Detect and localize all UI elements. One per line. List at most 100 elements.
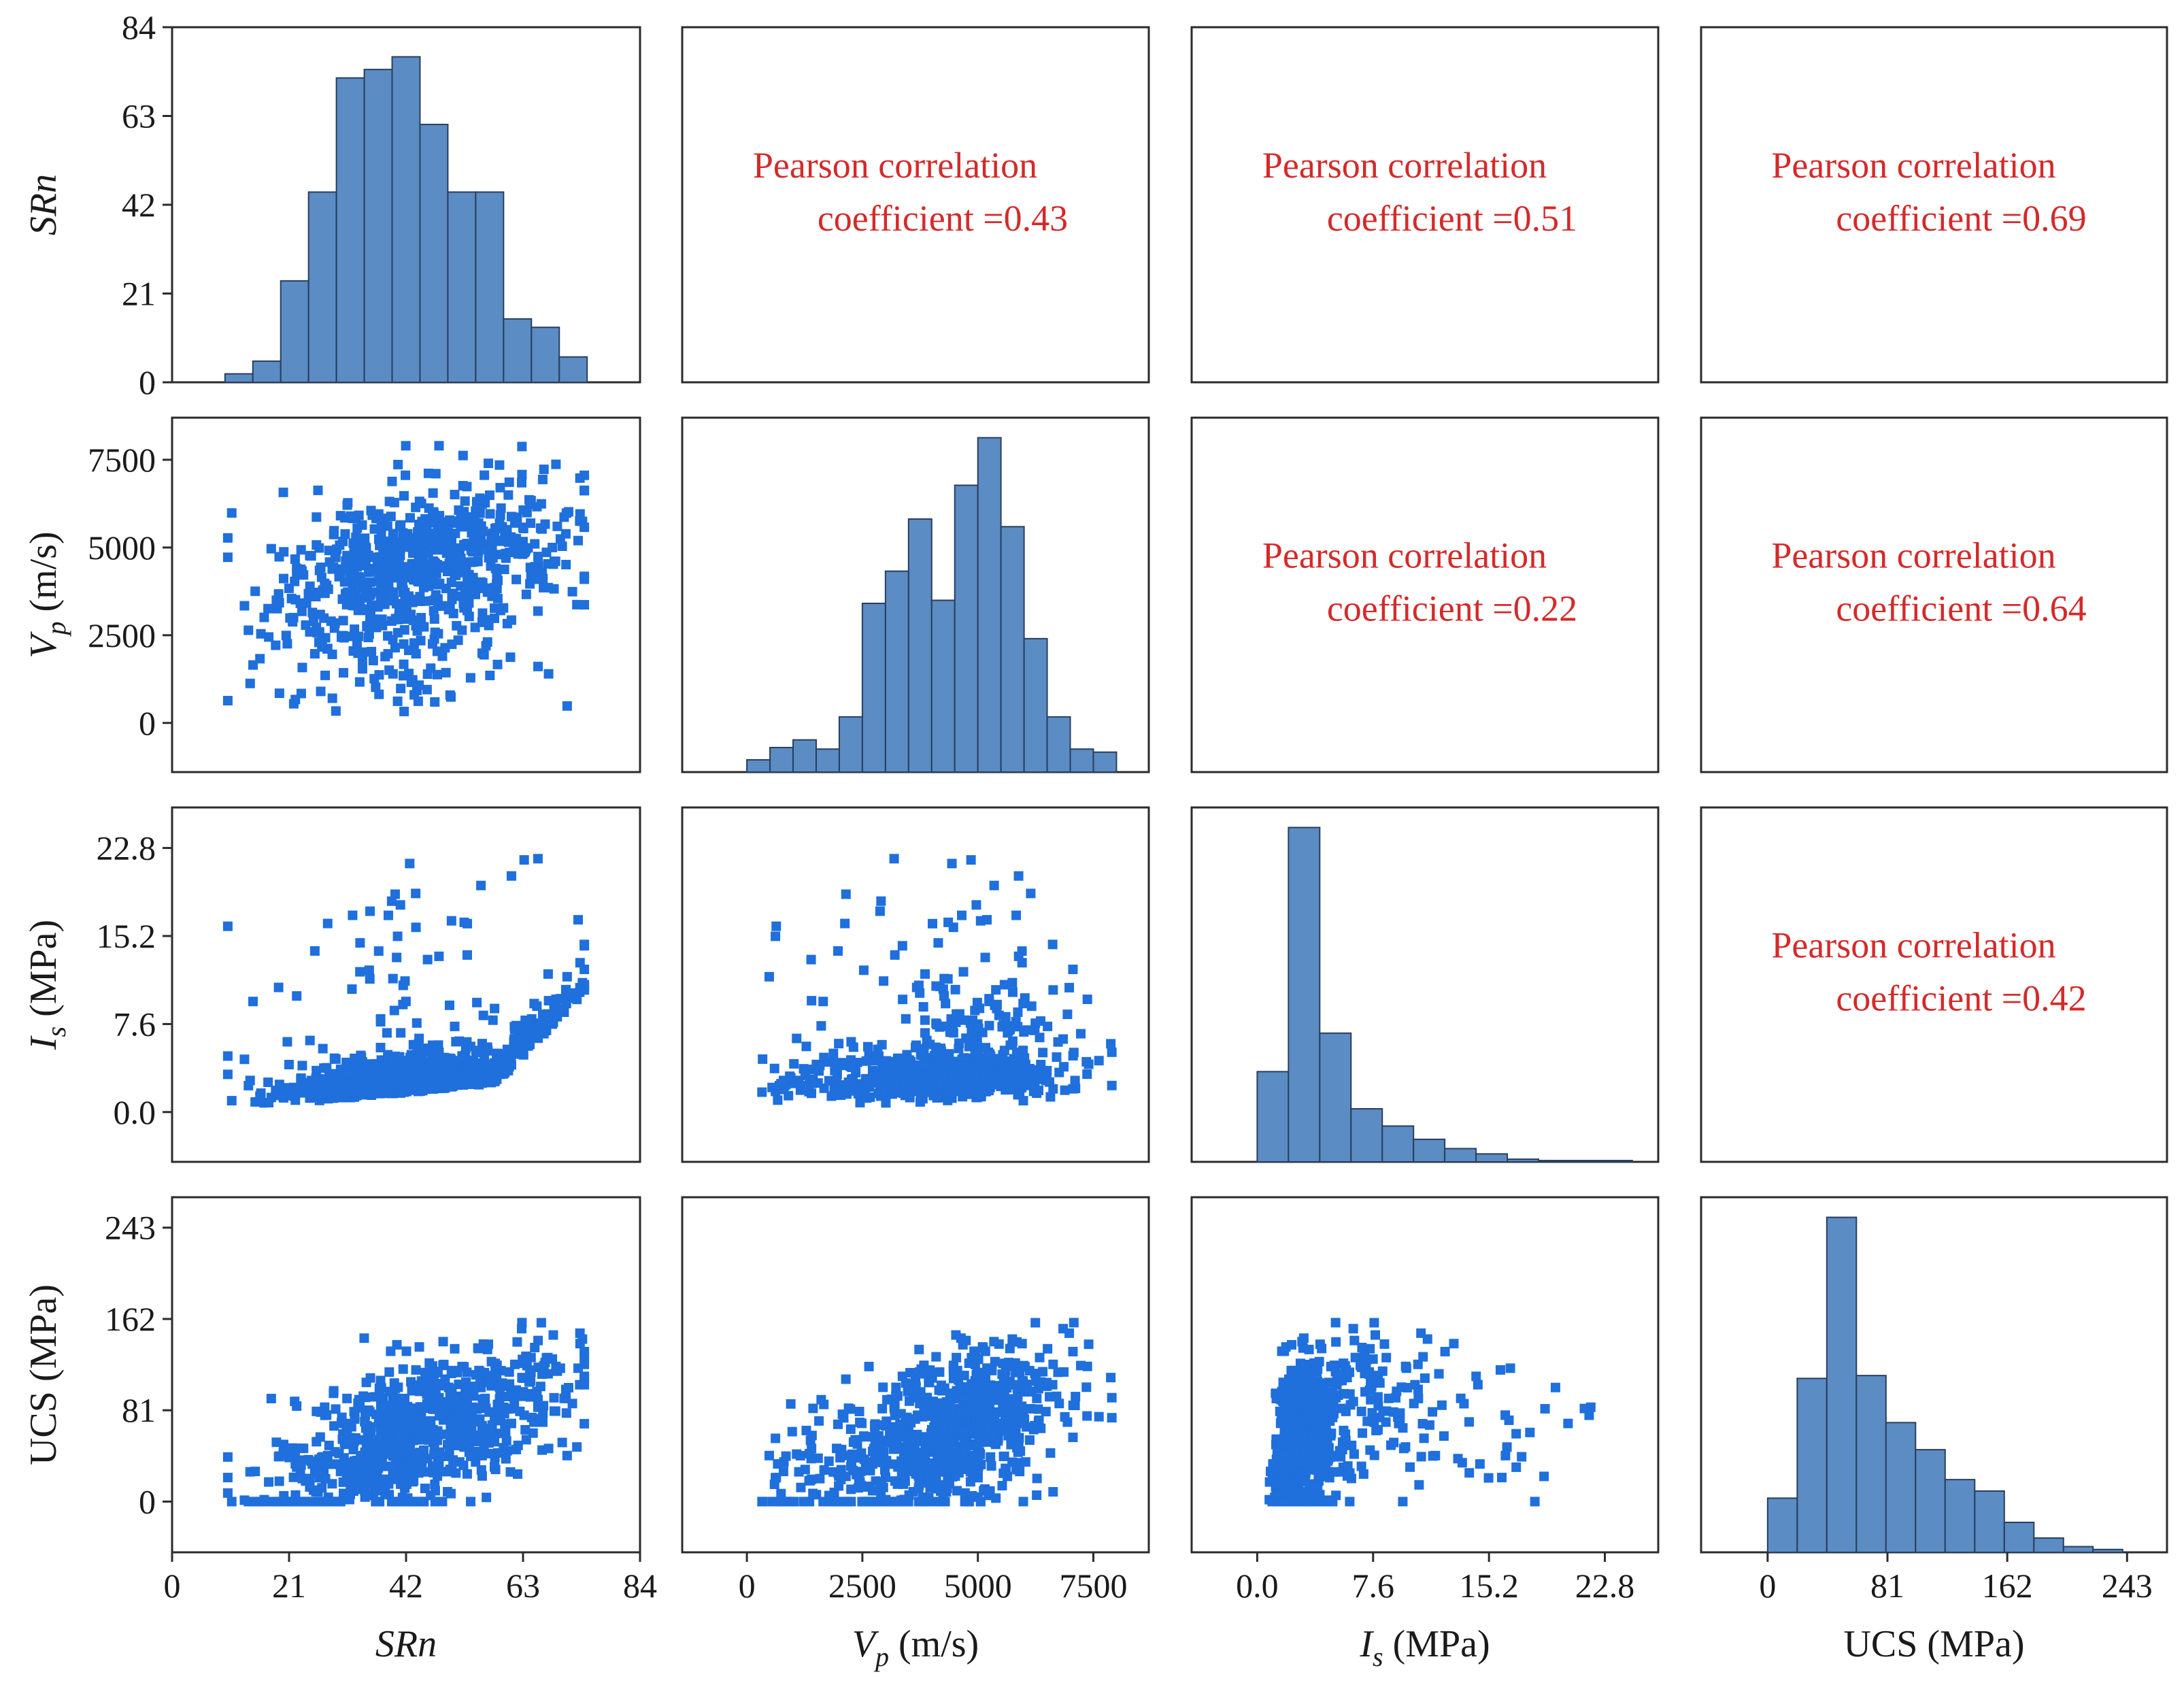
scatter-point <box>1365 1343 1375 1354</box>
scatter-point <box>499 565 509 575</box>
scatter-point <box>1271 1434 1281 1444</box>
scatter-point <box>487 1420 497 1431</box>
scatter-point <box>226 508 237 518</box>
scatter-point <box>484 458 494 469</box>
scatter-point <box>867 1486 877 1496</box>
scatter-point <box>263 603 273 614</box>
scatter-point <box>980 1346 990 1356</box>
scatter-point <box>352 1070 363 1080</box>
scatter-point <box>396 684 406 694</box>
x-tick-label: 7500 <box>1059 1567 1127 1605</box>
scatter-point <box>461 566 471 576</box>
scatter-point <box>951 1064 961 1074</box>
scatter-point <box>962 1393 973 1403</box>
scatter-point <box>1032 1473 1042 1484</box>
scatter-point <box>533 1394 543 1405</box>
scatter-point <box>423 468 433 478</box>
scatter-point <box>525 499 535 510</box>
scatter-point <box>406 1450 416 1460</box>
scatter-point <box>890 1497 901 1507</box>
scatter-point <box>1298 1442 1308 1452</box>
scatter-point <box>467 1422 477 1433</box>
y-tick-label: 81 <box>122 1391 156 1429</box>
histogram-bar <box>475 191 505 383</box>
scatter-point <box>433 537 443 547</box>
scatter-point <box>968 1015 978 1025</box>
scatter-point <box>282 1037 292 1047</box>
scatter-point <box>1511 1429 1522 1439</box>
scatter-point <box>1012 1052 1022 1063</box>
histogram-bar <box>1444 1148 1477 1163</box>
scatter-point <box>1038 1367 1048 1377</box>
scatter-point <box>451 570 461 580</box>
scatter-point <box>502 524 512 535</box>
scatter-point <box>411 1018 422 1028</box>
y-tick-label: 84 <box>122 8 156 46</box>
scatter-point <box>495 1069 505 1080</box>
scatter-point <box>990 1080 1000 1090</box>
scatter-point <box>416 1497 426 1507</box>
scatter-point <box>375 1400 386 1410</box>
scatter-point <box>1007 1334 1018 1344</box>
scatter-point <box>519 1410 529 1420</box>
scatter-point <box>222 1488 233 1498</box>
scatter-point <box>876 1070 886 1080</box>
scatter-point <box>931 981 941 991</box>
scatter-point <box>537 1021 548 1031</box>
y-axis-label-Is-sub: s <box>41 1026 71 1037</box>
scatter-point <box>1030 1369 1040 1379</box>
scatter-point <box>426 1426 437 1437</box>
scatter-point <box>551 459 561 469</box>
scatter-point <box>303 588 314 599</box>
scatter-point <box>470 1382 480 1392</box>
scatter-point <box>359 1333 369 1343</box>
scatter-point <box>1329 1360 1339 1371</box>
y-axis-label-UCS: UCS (MPa) <box>22 1284 65 1465</box>
scatter-point <box>297 606 307 616</box>
histogram-bar <box>363 69 393 384</box>
scatter-point <box>473 556 483 567</box>
scatter-point <box>891 1391 901 1401</box>
scatter-point <box>1268 1459 1278 1469</box>
scatter-point <box>998 1070 1009 1080</box>
scatter-point <box>506 871 516 881</box>
scatter-point <box>557 1437 567 1448</box>
scatter-point <box>1032 1088 1042 1099</box>
scatter-point <box>367 1449 377 1459</box>
scatter-point <box>417 1457 427 1467</box>
scatter-point <box>1094 1412 1104 1422</box>
scatter-point <box>1047 939 1058 950</box>
scatter-point <box>805 1497 815 1507</box>
scatter-point <box>807 996 817 1006</box>
scatter-point <box>409 1413 419 1423</box>
scatter-point <box>1563 1418 1573 1429</box>
scatter-point <box>482 1492 492 1503</box>
scatter-point <box>992 1422 1003 1433</box>
scatter-point <box>411 502 421 512</box>
scatter-point <box>296 1497 306 1507</box>
scatter-point <box>1107 1413 1117 1423</box>
scatter-point <box>969 1346 979 1356</box>
scatter-point <box>1020 1404 1030 1414</box>
scatter-point <box>488 1015 498 1025</box>
scatter-point <box>1464 1468 1475 1478</box>
scatter-point <box>338 616 348 626</box>
scatter-point <box>1018 1497 1028 1507</box>
scatter-point <box>1052 1391 1062 1401</box>
x-tick-label: 162 <box>1982 1567 2033 1605</box>
scatter-point <box>525 1039 535 1050</box>
scatter-point <box>382 1461 392 1471</box>
y-axis-label-Vp-unit: (m/s) <box>22 531 65 621</box>
y-tick-label: 63 <box>122 97 156 135</box>
scatter-point <box>1020 1383 1030 1393</box>
scatter-point <box>406 678 416 688</box>
scatter-point <box>561 1408 571 1418</box>
scatter-point <box>307 1089 318 1099</box>
scatter-point <box>456 554 466 564</box>
scatter-point <box>1012 1382 1022 1392</box>
scatter-point <box>396 520 406 530</box>
scatter-point <box>414 680 424 690</box>
scatter-point <box>913 1471 924 1481</box>
scatter-point <box>971 1370 981 1380</box>
scatter-point <box>919 1452 929 1463</box>
